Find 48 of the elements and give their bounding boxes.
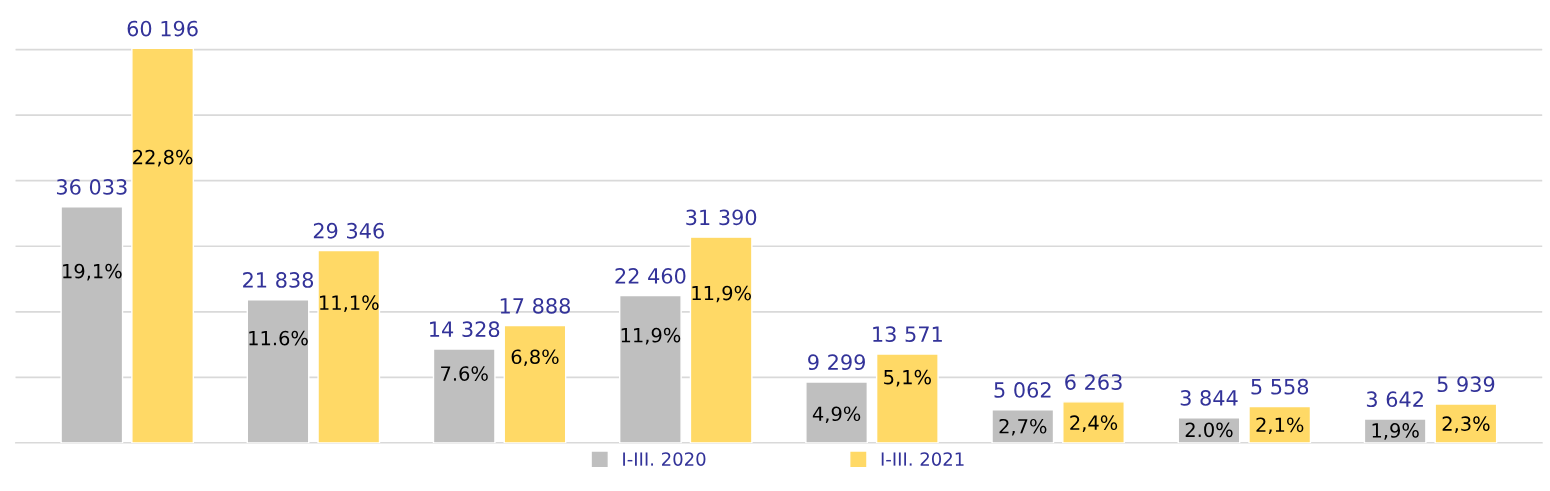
bar (618, 294, 682, 443)
annotation: 1,9% (1372, 423, 1419, 440)
data-label: 17 888 (500, 297, 570, 314)
bar (131, 47, 195, 443)
data-label: 5 062 (994, 382, 1051, 398)
bar (805, 381, 869, 443)
annotation: 5,1% (884, 369, 931, 387)
bar (689, 236, 753, 443)
annotation: 2,7% (999, 418, 1047, 436)
bar (503, 324, 567, 443)
annotation: 2.0% (1185, 422, 1233, 438)
data-label: 5 558 (1251, 378, 1309, 395)
bar (317, 249, 381, 443)
bar (1062, 401, 1125, 443)
annotation: 7.6% (441, 366, 488, 381)
data-label: 3 844 (1180, 390, 1238, 406)
data-label: 36 033 (56, 179, 127, 195)
data-label: 3 642 (1366, 391, 1423, 408)
bar (1248, 405, 1312, 443)
data-label: 60 196 (127, 20, 198, 37)
data-label: 9 299 (808, 354, 865, 371)
annotation: 2,3% (1442, 416, 1490, 433)
annotation: 22,8% (133, 149, 193, 167)
annotation: 11,1% (320, 295, 379, 313)
data-label: 29 346 (313, 222, 384, 239)
annotation: 2,4% (1070, 415, 1118, 433)
annotation: 11,9% (621, 327, 681, 345)
bar (1434, 403, 1498, 443)
annotation: 4,9% (812, 406, 861, 424)
data-label: 21 838 (243, 272, 314, 288)
annotation: 19,1% (63, 263, 122, 281)
data-label: 14 328 (430, 321, 500, 338)
annotation: 11,9% (692, 285, 751, 303)
bar (432, 348, 496, 443)
annotation: 11.6% (249, 330, 308, 346)
legend-label: I-III. 2021 (881, 452, 964, 466)
bar (60, 206, 124, 443)
annotation: 6,8% (511, 349, 559, 367)
bar (875, 353, 939, 443)
annotation: 2,1% (1256, 417, 1304, 435)
legend-label: I-III. 2020 (623, 452, 706, 466)
data-label: 5 939 (1437, 376, 1495, 393)
data-label: 13 571 (873, 326, 942, 343)
data-label: 22 460 (615, 268, 686, 284)
bar (246, 299, 310, 443)
data-label: 6 263 (1065, 374, 1122, 390)
bar (991, 409, 1055, 443)
data-label: 31 390 (686, 209, 757, 226)
